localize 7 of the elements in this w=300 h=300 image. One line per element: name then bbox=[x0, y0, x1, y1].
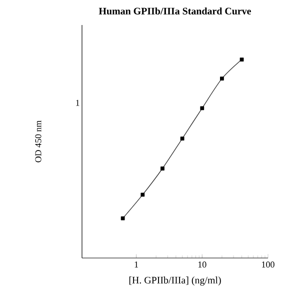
x-tick-label: 10 bbox=[198, 262, 206, 268]
text: 1 bbox=[76, 100, 80, 106]
y-axis-title: OD 450 nm bbox=[35, 120, 42, 162]
x-tick-label: 100 bbox=[262, 262, 274, 268]
chart-title: Human GPIIb/IIIa Standard Curve bbox=[98, 7, 251, 15]
x-tick-label: 1 bbox=[134, 262, 138, 268]
x-axis-title: [H. GPIIb/IIIa] (ng/ml) bbox=[129, 276, 221, 286]
